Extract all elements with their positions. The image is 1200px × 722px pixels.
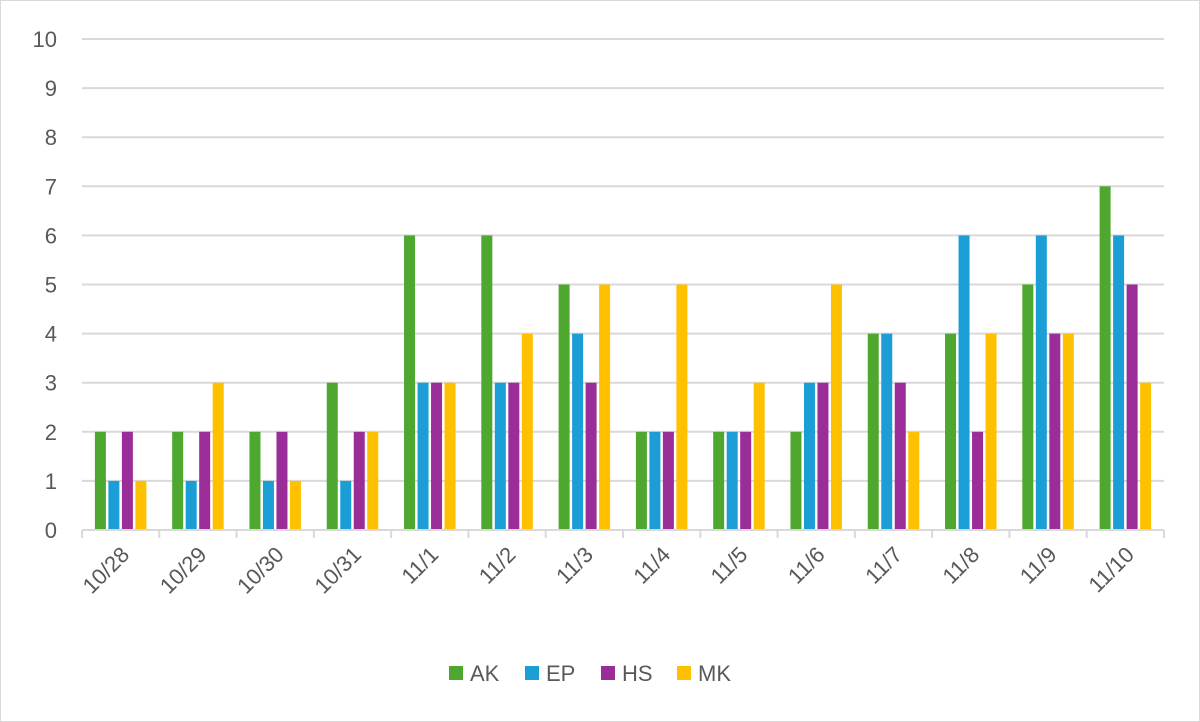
bar-ak-10/28 xyxy=(94,431,106,530)
bar-hs-11/2 xyxy=(508,382,520,530)
y-tick-label: 2 xyxy=(45,420,57,445)
bar-ep-11/9 xyxy=(1035,235,1047,530)
x-tick-label: 11/3 xyxy=(551,542,598,589)
bar-hs-11/1 xyxy=(431,382,443,530)
legend-label-ep: EP xyxy=(546,661,575,686)
bar-ep-11/10 xyxy=(1113,235,1125,530)
bar-ep-11/1 xyxy=(417,382,429,530)
bar-hs-10/28 xyxy=(121,431,133,530)
x-tick-label: 11/10 xyxy=(1083,542,1138,597)
bar-ak-10/30 xyxy=(249,431,261,530)
bar-hs-11/7 xyxy=(894,382,906,530)
bar-hs-11/9 xyxy=(1049,333,1061,530)
bar-hs-11/8 xyxy=(972,431,984,530)
bar-mk-11/10 xyxy=(1140,382,1152,530)
bar-mk-11/6 xyxy=(830,284,842,530)
bar-ep-11/2 xyxy=(494,382,506,530)
y-tick-label: 8 xyxy=(45,125,57,150)
bar-mk-11/8 xyxy=(985,333,997,530)
bar-mk-11/7 xyxy=(908,431,920,530)
legend-label-ak: AK xyxy=(470,661,500,686)
x-tick-label: 10/28 xyxy=(78,542,135,599)
bar-mk-11/1 xyxy=(444,382,456,530)
x-tick-label: 11/4 xyxy=(628,542,675,589)
bar-ak-11/8 xyxy=(945,333,957,530)
bar-hs-11/4 xyxy=(662,431,674,530)
x-tick-label: 11/6 xyxy=(783,542,830,589)
bar-ak-11/4 xyxy=(635,431,647,530)
legend-label-mk: MK xyxy=(698,661,731,686)
y-axis-tick-labels: 0 1 2 3 4 5 6 7 8 9 10 xyxy=(33,27,57,543)
legend-label-hs: HS xyxy=(622,661,653,686)
bar-ak-11/7 xyxy=(867,333,879,530)
legend-swatch-ak xyxy=(449,666,463,680)
legend-swatch-mk xyxy=(677,666,691,680)
x-axis xyxy=(81,529,1165,538)
bar-ep-11/4 xyxy=(649,431,661,530)
y-tick-label: 9 xyxy=(45,76,57,101)
legend-swatch-hs xyxy=(601,666,615,680)
bar-ep-11/7 xyxy=(881,333,893,530)
bar-ep-10/31 xyxy=(340,480,352,530)
bar-hs-10/30 xyxy=(276,431,288,530)
x-tick-label: 10/30 xyxy=(232,542,289,599)
bar-mk-11/4 xyxy=(676,284,688,530)
bar-ep-11/3 xyxy=(572,333,584,530)
x-tick-label: 11/1 xyxy=(397,542,444,589)
bar-mk-11/2 xyxy=(521,333,533,530)
x-tick-label: 11/9 xyxy=(1015,542,1062,589)
bar-ak-11/3 xyxy=(558,284,570,530)
bar-mk-10/31 xyxy=(367,431,379,530)
bar-ep-10/29 xyxy=(185,480,197,530)
y-tick-label: 0 xyxy=(45,518,57,543)
bar-mk-10/28 xyxy=(135,480,147,530)
bar-ep-10/28 xyxy=(108,480,120,530)
bar-ep-11/6 xyxy=(803,382,815,530)
bar-ak-11/5 xyxy=(713,431,725,530)
y-tick-label: 3 xyxy=(45,371,57,396)
bar-mk-10/30 xyxy=(289,480,301,530)
bar-ep-11/8 xyxy=(958,235,970,530)
bar-ak-11/9 xyxy=(1022,284,1034,530)
x-tick-label: 11/2 xyxy=(474,542,521,589)
bar-mk-11/5 xyxy=(753,382,765,530)
legend-swatch-ep xyxy=(525,666,539,680)
x-tick-label: 11/5 xyxy=(706,542,753,589)
bar-mk-10/29 xyxy=(212,382,224,530)
x-tick-label: 10/31 xyxy=(309,542,366,599)
bar-ak-11/1 xyxy=(404,235,416,530)
bar-mk-11/3 xyxy=(599,284,611,530)
y-tick-label: 6 xyxy=(45,223,57,248)
y-tick-label: 10 xyxy=(33,27,57,52)
bar-ak-11/2 xyxy=(481,235,493,530)
bar-hs-10/31 xyxy=(353,431,365,530)
y-tick-label: 5 xyxy=(45,273,57,298)
bar-ak-10/31 xyxy=(326,382,338,530)
x-tick-label: 11/7 xyxy=(860,542,907,589)
gridlines xyxy=(82,38,1164,482)
bar-ep-11/5 xyxy=(726,431,738,530)
bar-ep-10/30 xyxy=(262,480,274,530)
bar-ak-10/29 xyxy=(172,431,184,530)
bar-hs-11/6 xyxy=(817,382,829,530)
y-tick-label: 1 xyxy=(45,469,57,494)
y-tick-label: 7 xyxy=(45,174,57,199)
legend: AK EP HS MK xyxy=(449,661,731,686)
x-axis-tick-labels: 10/28 10/29 10/30 10/31 11/1 11/2 11/3 11/4 11/5… xyxy=(78,542,1139,599)
bar-hs-11/5 xyxy=(740,431,752,530)
x-tick-label: 11/8 xyxy=(938,542,985,589)
bar-mk-11/9 xyxy=(1062,333,1074,530)
bar-hs-10/29 xyxy=(199,431,211,530)
bar-ak-11/10 xyxy=(1099,186,1111,531)
x-tick-label: 10/29 xyxy=(155,542,212,599)
bars xyxy=(94,186,1152,531)
y-tick-label: 4 xyxy=(45,322,57,347)
bar-hs-11/3 xyxy=(585,382,597,530)
bar-ak-11/6 xyxy=(790,431,802,530)
bar-hs-11/10 xyxy=(1126,284,1138,530)
